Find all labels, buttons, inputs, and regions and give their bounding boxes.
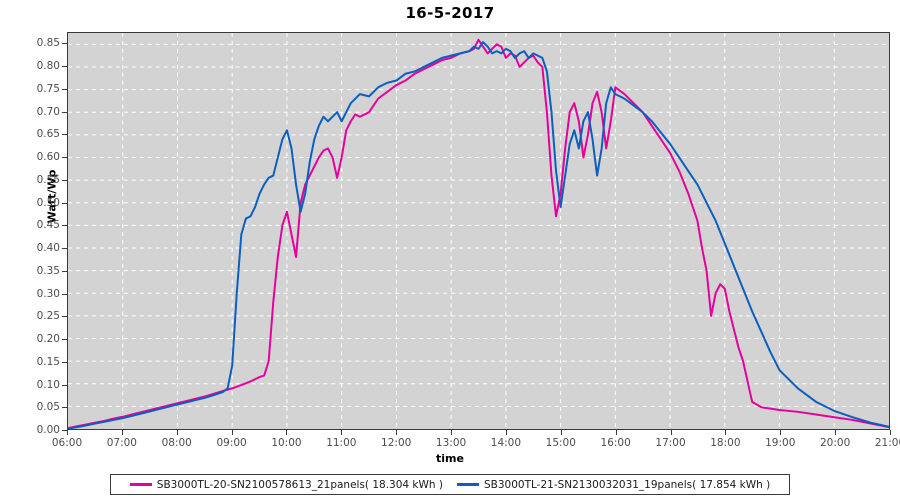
y-tick-label: 0.25 [36,310,60,323]
x-tick-mark [670,430,672,435]
x-tick-label: 20:00 [819,437,851,449]
x-tick-label: 19:00 [765,437,796,449]
y-tick-label: 0.15 [36,355,60,368]
y-tick-mark [62,430,67,431]
legend-entry-label: SB3000TL-21-SN2130032031_19panels( 17.85… [484,478,771,491]
y-tick-label: 0.60 [36,151,60,164]
x-tick-label: 15:00 [545,437,576,449]
x-tick-mark [286,430,288,435]
y-tick-label: 0.20 [36,333,60,346]
y-tick-label: 0.00 [36,424,60,436]
legend-entry-1[interactable]: SB3000TL-20-SN2100578613_21panels( 18.30… [129,478,443,491]
x-tick-mark [890,430,891,435]
legend-color-swatch [457,483,479,486]
legend-color-swatch [129,483,152,486]
x-tick-mark [67,430,68,435]
y-tick-mark [62,88,67,90]
y-tick-label: 0.30 [36,287,60,300]
y-tick-label: 0.75 [36,82,60,95]
x-tick-label: 12:00 [381,437,412,449]
x-tick-label: 08:00 [161,437,192,449]
y-tick-mark [62,407,67,409]
y-tick-label: 0.45 [36,219,60,232]
y-tick-mark [62,384,67,386]
x-tick-mark [176,430,178,435]
y-tick-label: 0.70 [36,105,60,118]
x-tick-label: 16:00 [600,437,631,449]
y-tick-mark [62,293,67,295]
x-tick-label: 21:00 [874,437,900,449]
y-tick-mark [62,43,67,45]
x-tick-mark [615,430,617,435]
y-tick-mark [62,225,67,227]
y-tick-label: 0.55 [36,173,60,186]
x-tick-label: 13:00 [435,437,467,449]
y-tick-mark [62,248,67,250]
y-tick-mark [62,111,67,113]
y-tick-label: 0.35 [36,264,60,277]
x-tick-mark [341,430,343,435]
y-tick-mark [62,270,67,272]
x-tick-mark [780,430,782,435]
x-tick-mark [121,430,123,435]
x-tick-label: 11:00 [326,437,357,449]
plot-svg [68,33,889,429]
x-tick-mark [231,430,233,435]
y-tick-mark [62,157,67,159]
chart-legend: SB3000TL-20-SN2100578613_21panels( 18.30… [110,474,790,495]
x-tick-label: 18:00 [710,437,741,449]
legend-entry-label: SB3000TL-20-SN2100578613_21panels( 18.30… [156,478,443,491]
y-tick-label: 0.05 [36,401,60,414]
series-line-1 [68,38,889,429]
y-tick-label: 0.40 [36,242,60,255]
y-tick-mark [62,66,67,68]
y-tick-mark [62,316,67,318]
chart-title: 16-5-2017 [405,4,495,22]
x-tick-label: 06:00 [51,437,83,449]
x-tick-mark [451,430,453,435]
legend-entry-2[interactable]: SB3000TL-21-SN2130032031_19panels( 17.85… [457,479,770,491]
x-tick-label: 14:00 [490,437,522,449]
x-tick-mark [835,430,837,435]
y-tick-label: 0.65 [36,128,60,141]
y-tick-mark [62,339,67,341]
x-tick-mark [725,430,727,435]
y-tick-mark [62,202,67,204]
y-tick-mark [62,361,67,363]
x-tick-mark [396,430,398,435]
y-tick-label: 0.80 [36,60,60,73]
y-tick-mark [62,179,67,181]
x-tick-mark [505,430,507,435]
x-tick-label: 07:00 [106,437,137,449]
y-tick-label: 0.50 [36,196,60,209]
x-tick-mark [560,430,562,435]
x-tick-label: 17:00 [655,437,686,449]
y-tick-label: 0.85 [36,37,60,50]
y-tick-mark [62,134,67,136]
series-line-2 [68,41,889,429]
x-tick-label: 10:00 [271,437,302,449]
x-tick-label: 09:00 [216,437,247,449]
y-tick-label: 0.10 [36,378,60,391]
plot-area [67,32,890,430]
x-axis-title: time [436,452,464,465]
